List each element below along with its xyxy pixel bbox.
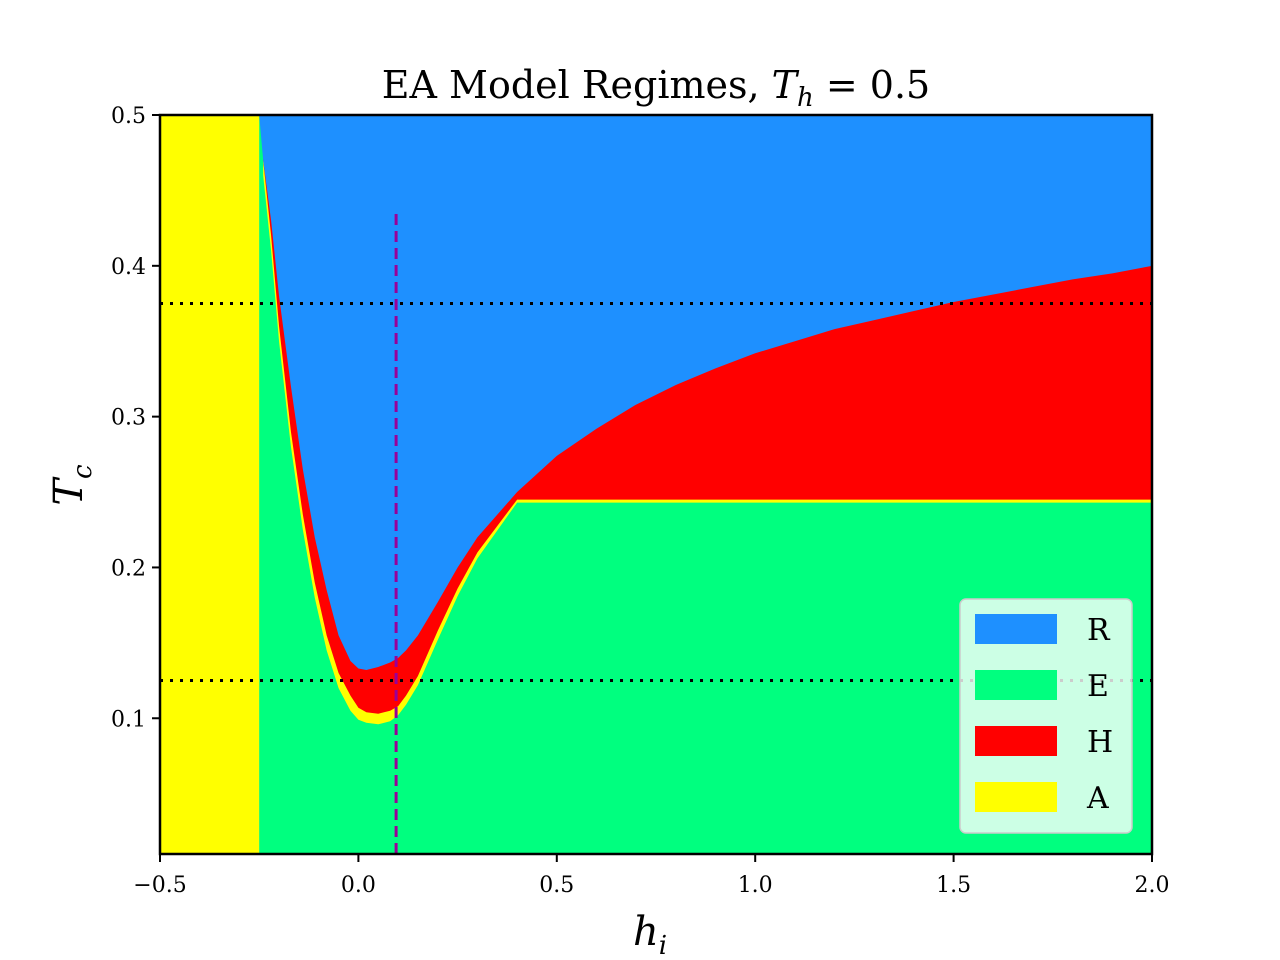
legend-swatch-H [975,726,1057,756]
y-axis-label: Tc [46,464,98,506]
chart-title-var-sub: h [797,83,814,113]
chart-title-var: T [772,63,800,107]
x-axis-label: hi [633,909,667,960]
legend-swatch-R [975,614,1057,644]
x-tick-label: 1.5 [936,873,971,898]
region-R [259,115,1152,670]
y-tick-label: 0.3 [111,406,146,431]
x-tick-label: 0.5 [539,873,574,898]
legend-swatch-A [975,782,1057,812]
legend-label-H: H [1087,725,1113,760]
x-axis-ticks: −0.5 0.0 0.5 1.0 1.5 2.0 [133,854,1170,898]
legend-box [959,598,1133,834]
chart-title-suffix: = 0.5 [814,63,930,107]
legend-swatch-E [975,670,1057,700]
y-tick-label: 0.1 [111,707,146,732]
y-tick-label: 0.4 [111,255,146,280]
axes-frame [158,113,1154,856]
x-axis-label-main: h [633,909,659,955]
chart-title: EA Model Regimes, Th = 0.5 [382,63,930,113]
x-tick-label: −0.5 [133,873,186,898]
legend-label-A: A [1086,781,1109,816]
y-axis-label-main: T [46,476,92,506]
legend-label-R: R [1087,613,1111,648]
plot-area [160,115,1152,854]
x-axis-label-sub: i [659,931,667,960]
legend-label-E: E [1087,669,1109,704]
y-axis-label-sub: c [68,464,98,479]
y-axis-ticks: 0.1 0.2 0.3 0.4 0.5 [111,104,160,732]
chart-title-prefix: EA Model Regimes, [382,63,772,107]
region-A-band [160,115,260,854]
x-tick-label: 1.0 [738,873,773,898]
y-tick-label: 0.2 [111,556,146,581]
x-tick-label: 2.0 [1135,873,1170,898]
reference-lines [160,208,1152,854]
x-tick-label: 0.0 [341,873,376,898]
y-tick-label: 0.5 [111,104,146,129]
